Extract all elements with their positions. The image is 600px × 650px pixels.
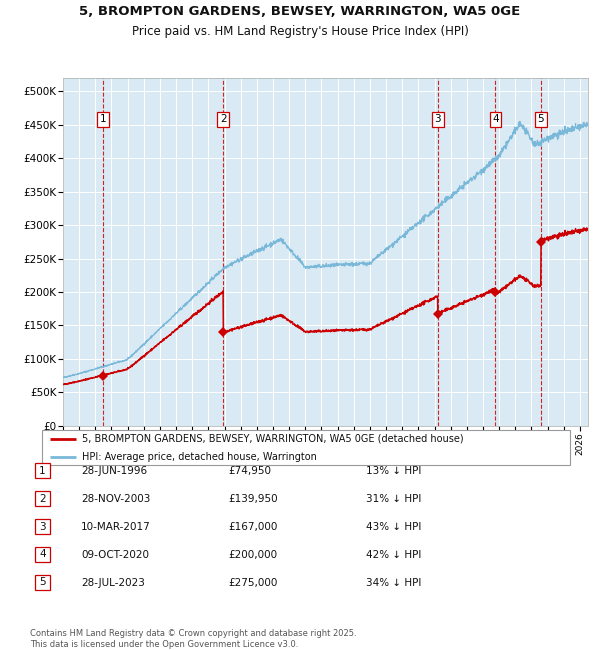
FancyBboxPatch shape — [35, 491, 50, 506]
Text: Contains HM Land Registry data © Crown copyright and database right 2025.
This d: Contains HM Land Registry data © Crown c… — [30, 629, 356, 649]
Text: Price paid vs. HM Land Registry's House Price Index (HPI): Price paid vs. HM Land Registry's House … — [131, 25, 469, 38]
FancyBboxPatch shape — [35, 547, 50, 562]
Text: £139,950: £139,950 — [228, 494, 278, 504]
FancyBboxPatch shape — [35, 519, 50, 534]
Text: 3: 3 — [434, 114, 441, 124]
Text: 3: 3 — [39, 521, 46, 532]
Text: 42% ↓ HPI: 42% ↓ HPI — [366, 550, 421, 560]
Text: £275,000: £275,000 — [228, 578, 277, 588]
Text: 31% ↓ HPI: 31% ↓ HPI — [366, 494, 421, 504]
FancyBboxPatch shape — [35, 575, 50, 590]
Text: 5: 5 — [538, 114, 544, 124]
Text: 5, BROMPTON GARDENS, BEWSEY, WARRINGTON, WA5 0GE: 5, BROMPTON GARDENS, BEWSEY, WARRINGTON,… — [79, 5, 521, 18]
Text: 28-JUL-2023: 28-JUL-2023 — [81, 578, 145, 588]
Text: 1: 1 — [100, 114, 107, 124]
Text: 09-OCT-2020: 09-OCT-2020 — [81, 550, 149, 560]
Text: 34% ↓ HPI: 34% ↓ HPI — [366, 578, 421, 588]
Text: 2: 2 — [220, 114, 226, 124]
Text: 28-NOV-2003: 28-NOV-2003 — [81, 494, 151, 504]
Text: 43% ↓ HPI: 43% ↓ HPI — [366, 522, 421, 532]
FancyBboxPatch shape — [35, 463, 50, 478]
Text: 4: 4 — [39, 549, 46, 560]
Text: 10-MAR-2017: 10-MAR-2017 — [81, 522, 151, 532]
Text: 28-JUN-1996: 28-JUN-1996 — [81, 466, 147, 476]
Text: £200,000: £200,000 — [228, 550, 277, 560]
Text: 5, BROMPTON GARDENS, BEWSEY, WARRINGTON, WA5 0GE (detached house): 5, BROMPTON GARDENS, BEWSEY, WARRINGTON,… — [82, 434, 463, 444]
Text: 2: 2 — [39, 493, 46, 504]
Text: £74,950: £74,950 — [228, 466, 271, 476]
FancyBboxPatch shape — [42, 430, 570, 465]
Text: 5: 5 — [39, 577, 46, 588]
Text: 13% ↓ HPI: 13% ↓ HPI — [366, 466, 421, 476]
Text: £167,000: £167,000 — [228, 522, 277, 532]
Text: HPI: Average price, detached house, Warrington: HPI: Average price, detached house, Warr… — [82, 452, 316, 462]
Text: 4: 4 — [492, 114, 499, 124]
Text: 1: 1 — [39, 465, 46, 476]
